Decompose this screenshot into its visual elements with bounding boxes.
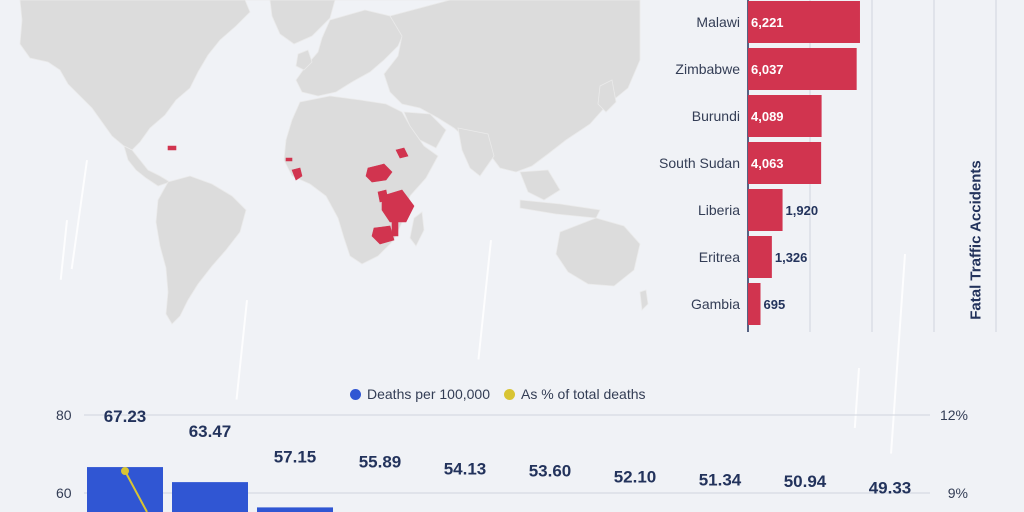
- legend-label-percent: As % of total deaths: [520, 386, 646, 402]
- legend-label-deaths: Deaths per 100,000: [367, 386, 490, 402]
- highlight-south-sudan: [365, 163, 393, 183]
- percent-point: [121, 467, 129, 475]
- yellow-dot-icon: [503, 388, 515, 400]
- highlight-gambia: [285, 157, 293, 162]
- value-label: 49.33: [869, 479, 912, 498]
- category-label: Eritrea: [699, 249, 740, 265]
- value-label: 6,037: [751, 62, 784, 77]
- category-label: Gambia: [691, 296, 740, 312]
- bar: [172, 482, 248, 512]
- bar: [748, 189, 783, 231]
- arabia: [403, 111, 447, 149]
- percent-line: [124, 470, 148, 512]
- india: [457, 127, 495, 177]
- value-label: 52.10: [614, 468, 657, 487]
- southeast-asia: [519, 169, 561, 201]
- category-label: Liberia: [698, 202, 740, 218]
- value-label: 6,221: [751, 15, 784, 30]
- left-tick-label: 80: [56, 407, 72, 423]
- highlight-malawi: [391, 221, 399, 237]
- value-label: 67.23: [104, 407, 147, 426]
- bar: [748, 95, 822, 137]
- right-tick-label: 12%: [940, 407, 968, 423]
- value-label: 4,089: [751, 109, 784, 124]
- asia: [383, 0, 641, 173]
- highlight-caribbean: [167, 145, 177, 151]
- uk: [295, 49, 313, 71]
- category-label: Zimbabwe: [675, 61, 740, 77]
- bar: [257, 507, 333, 512]
- value-label: 1,920: [786, 203, 819, 218]
- value-label: 1,326: [775, 250, 808, 265]
- category-label: South Sudan: [659, 155, 740, 171]
- value-label: 4,063: [751, 156, 784, 171]
- madagascar: [409, 211, 425, 247]
- bar: [748, 236, 772, 278]
- highlight-liberia: [291, 167, 303, 181]
- legend-item-percent: As % of total deaths: [503, 386, 646, 402]
- value-label: 54.13: [444, 459, 487, 478]
- south-america: [155, 175, 247, 325]
- category-label: Malawi: [696, 14, 740, 30]
- legend-item-deaths: Deaths per 100,000: [350, 386, 490, 402]
- bar: [748, 142, 822, 184]
- right-tick-label: 9%: [948, 485, 968, 501]
- blue-dot-icon: [350, 388, 361, 400]
- bar: [748, 283, 761, 325]
- highlight-eritrea: [395, 147, 409, 159]
- left-tick-label: 60: [56, 485, 72, 501]
- world-map: [19, 0, 649, 325]
- value-label: 695: [764, 297, 786, 312]
- value-label: 53.60: [529, 462, 572, 481]
- australia: [555, 217, 641, 287]
- greenland: [269, 0, 336, 45]
- japan: [597, 79, 617, 113]
- category-label: Burundi: [692, 108, 740, 124]
- new-zealand: [639, 289, 649, 311]
- bar: [748, 48, 857, 90]
- highlight-east-africa: [381, 189, 415, 223]
- value-label: 63.47: [189, 422, 232, 441]
- bar: [748, 1, 860, 43]
- value-label: 57.15: [274, 447, 317, 466]
- value-label: 51.34: [699, 471, 742, 490]
- bottom-chart-legend: Deaths per 100,000 As % of total deaths: [350, 386, 652, 402]
- highlight-zimbabwe: [371, 225, 395, 245]
- value-label: 50.94: [784, 472, 827, 491]
- value-label: 55.89: [359, 452, 402, 471]
